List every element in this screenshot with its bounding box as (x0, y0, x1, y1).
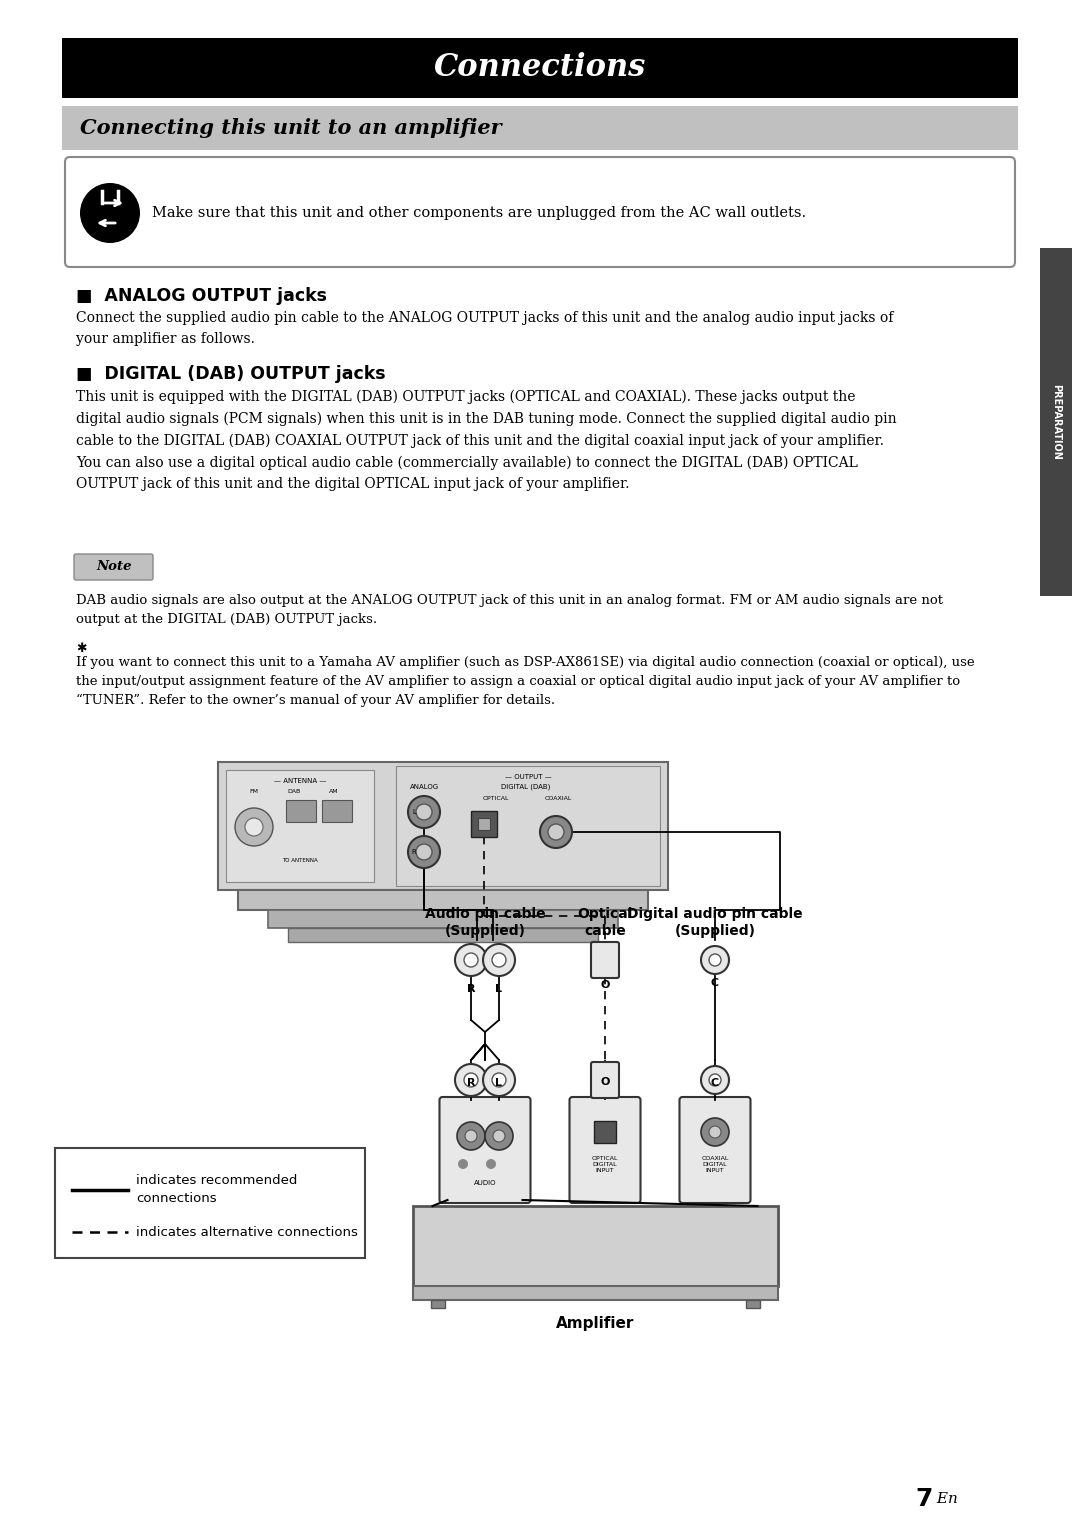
Circle shape (455, 945, 487, 977)
Text: Digital audio pin cable
(Supplied): Digital audio pin cable (Supplied) (627, 906, 802, 938)
FancyBboxPatch shape (569, 1097, 640, 1202)
FancyBboxPatch shape (478, 818, 490, 830)
Circle shape (416, 804, 432, 819)
Circle shape (548, 824, 564, 839)
Text: TO ANTENNA: TO ANTENNA (282, 858, 318, 864)
Text: DAB audio signals are also output at the ANALOG OUTPUT jack of this unit in an a: DAB audio signals are also output at the… (76, 594, 943, 626)
Text: ✱: ✱ (76, 642, 86, 655)
Text: L: L (496, 984, 502, 993)
Circle shape (708, 954, 721, 966)
Text: L: L (413, 809, 416, 815)
Text: Optical
cable: Optical cable (578, 906, 633, 938)
FancyBboxPatch shape (218, 761, 669, 890)
Circle shape (701, 1119, 729, 1146)
Text: O: O (600, 980, 610, 990)
Circle shape (80, 183, 140, 243)
Text: AM: AM (329, 789, 339, 794)
Text: R: R (467, 984, 475, 993)
Text: En: En (932, 1492, 958, 1506)
Text: If you want to connect this unit to a Yamaha AV amplifier (such as DSP-AX861SE) : If you want to connect this unit to a Ya… (76, 656, 974, 708)
Circle shape (464, 1073, 478, 1087)
Circle shape (245, 818, 264, 836)
Text: ■  ANALOG OUTPUT jacks: ■ ANALOG OUTPUT jacks (76, 287, 327, 305)
Text: This unit is equipped with the DIGITAL (DAB) OUTPUT jacks (OPTICAL and COAXIAL).: This unit is equipped with the DIGITAL (… (76, 391, 896, 491)
Text: C: C (711, 978, 719, 987)
Text: ■  DIGITAL (DAB) OUTPUT jacks: ■ DIGITAL (DAB) OUTPUT jacks (76, 365, 386, 383)
FancyBboxPatch shape (431, 1300, 445, 1308)
Circle shape (416, 844, 432, 861)
Text: Connecting this unit to an amplifier: Connecting this unit to an amplifier (80, 118, 501, 137)
FancyBboxPatch shape (286, 800, 316, 823)
Text: DAB: DAB (287, 789, 300, 794)
Circle shape (708, 1074, 721, 1087)
Text: Make sure that this unit and other components are unplugged from the AC wall out: Make sure that this unit and other compo… (152, 206, 806, 220)
FancyBboxPatch shape (413, 1206, 778, 1286)
Circle shape (486, 1160, 496, 1169)
Circle shape (540, 816, 572, 848)
FancyBboxPatch shape (591, 1062, 619, 1099)
FancyBboxPatch shape (1040, 249, 1072, 597)
FancyBboxPatch shape (268, 909, 618, 928)
FancyBboxPatch shape (65, 157, 1015, 267)
Text: L: L (496, 1077, 502, 1088)
Circle shape (708, 1126, 721, 1138)
Circle shape (701, 946, 729, 974)
FancyBboxPatch shape (396, 766, 660, 887)
Text: R: R (467, 1077, 475, 1088)
FancyBboxPatch shape (75, 554, 153, 580)
FancyBboxPatch shape (440, 1097, 530, 1202)
Text: ANALOG: ANALOG (409, 784, 438, 790)
Text: Note: Note (96, 560, 132, 574)
FancyBboxPatch shape (322, 800, 352, 823)
FancyBboxPatch shape (594, 1122, 616, 1143)
Circle shape (408, 797, 440, 829)
Circle shape (458, 1160, 468, 1169)
Text: R: R (411, 848, 417, 855)
FancyBboxPatch shape (679, 1097, 751, 1202)
Circle shape (457, 1122, 485, 1151)
FancyBboxPatch shape (238, 890, 648, 909)
Text: DIGITAL (DAB): DIGITAL (DAB) (501, 784, 551, 790)
Text: — OUTPUT —: — OUTPUT — (504, 774, 552, 780)
FancyBboxPatch shape (745, 1300, 759, 1308)
FancyBboxPatch shape (288, 928, 598, 942)
Circle shape (483, 1064, 515, 1096)
FancyBboxPatch shape (413, 1286, 778, 1300)
Text: Connections: Connections (434, 52, 646, 84)
Text: Audio pin cable
(Supplied): Audio pin cable (Supplied) (424, 906, 545, 938)
FancyBboxPatch shape (62, 105, 1018, 150)
Text: 7: 7 (915, 1486, 932, 1511)
Text: COAXIAL: COAXIAL (544, 797, 571, 801)
Circle shape (483, 945, 515, 977)
FancyBboxPatch shape (226, 771, 374, 882)
Circle shape (464, 954, 478, 967)
Text: COAXIAL
DIGITAL
INPUT: COAXIAL DIGITAL INPUT (701, 1157, 729, 1172)
Text: Amplifier: Amplifier (556, 1315, 634, 1331)
FancyBboxPatch shape (471, 810, 497, 836)
Text: indicates alternative connections: indicates alternative connections (136, 1225, 357, 1239)
Circle shape (492, 954, 507, 967)
Text: AUDIO: AUDIO (474, 1180, 496, 1186)
Text: OPTICAL
DIGITAL
INPUT: OPTICAL DIGITAL INPUT (592, 1157, 618, 1172)
Text: OPTICAL: OPTICAL (483, 797, 510, 801)
Text: indicates recommended
connections: indicates recommended connections (136, 1175, 297, 1206)
Circle shape (485, 1122, 513, 1151)
Circle shape (408, 836, 440, 868)
FancyBboxPatch shape (591, 942, 619, 978)
Text: PREPARATION: PREPARATION (1051, 385, 1061, 459)
FancyBboxPatch shape (62, 38, 1018, 98)
Circle shape (701, 1067, 729, 1094)
Circle shape (465, 1129, 477, 1141)
Text: FM: FM (249, 789, 258, 794)
FancyBboxPatch shape (55, 1148, 365, 1257)
Text: O: O (600, 1077, 610, 1087)
Circle shape (455, 1064, 487, 1096)
Text: C: C (711, 1077, 719, 1088)
Text: Connect the supplied audio pin cable to the ANALOG OUTPUT jacks of this unit and: Connect the supplied audio pin cable to … (76, 311, 893, 346)
Circle shape (235, 807, 273, 845)
Circle shape (492, 1073, 507, 1087)
Circle shape (492, 1129, 505, 1141)
Text: — ANTENNA —: — ANTENNA — (274, 778, 326, 784)
